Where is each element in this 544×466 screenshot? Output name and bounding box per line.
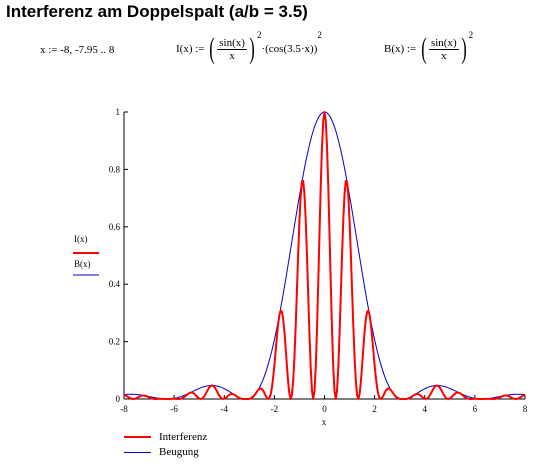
x-axis-label: x (322, 417, 327, 427)
diffraction-lhs: B(x) (384, 43, 405, 55)
legend-item-beugung: Beugung (124, 446, 199, 458)
x-tick-label: 4 (423, 404, 428, 414)
x-tick-label: 6 (473, 404, 478, 414)
range-definition: x := -8, -7.95 .. 8 (40, 44, 115, 56)
interference-cos: cos(3.5·x) (268, 43, 314, 55)
y-tick-label: 0.6 (109, 222, 121, 232)
series-line-beugung (123, 111, 526, 400)
tick-labels: 0 0.2 0.4 0.6 0.8 1 -8 -6 -4 -2 0 2 4 6 8 (109, 107, 528, 414)
interference-exponent: 2 (256, 30, 262, 40)
diffraction-formula: B(x) := (sin(x) x) 2 (384, 30, 473, 64)
y-tick-label: 0 (116, 394, 121, 404)
diffraction-numerator: sin(x) (428, 36, 459, 50)
series-line-interferenz (123, 111, 526, 400)
close-paren-icon: ) (249, 32, 255, 66)
diffraction-denominator: x (441, 49, 447, 62)
axes (123, 111, 526, 400)
x-tick-label: -8 (120, 404, 128, 414)
interference-exponent-2: 2 (317, 30, 322, 40)
y-tick-label: 0.2 (109, 337, 120, 347)
y-axis-label-top: I(x) (74, 234, 88, 244)
y-axis-label: I(x) B(x) (73, 234, 99, 276)
y-tick-label: 0.8 (109, 164, 121, 174)
x-tick-label: -4 (221, 404, 229, 414)
interference-assign: := (195, 43, 205, 55)
legend-swatch-interferenz (124, 436, 151, 439)
interference-fraction: sin(x) x (217, 37, 247, 62)
cos-open-paren: ( (265, 43, 269, 55)
open-paren-icon: ( (209, 32, 216, 66)
diffraction-exponent: 2 (468, 30, 474, 40)
legend-item-interferenz: Interferenz (124, 431, 207, 443)
diffraction-fraction: sin(x) x (428, 36, 459, 62)
y-tick-label: 0.4 (109, 279, 121, 289)
close-paren-icon-b: ) (460, 32, 467, 66)
y-axis-label-bottom: B(x) (74, 259, 91, 269)
interference-lhs: I(x) (176, 43, 193, 55)
diffraction-assign: := (406, 43, 417, 55)
x-tick-label: 0 (322, 404, 327, 414)
x-tick-label: 2 (372, 404, 377, 414)
interference-dot: · (261, 43, 266, 55)
x-tick-label: -6 (170, 404, 178, 414)
legend-swatch-beugung (124, 451, 151, 453)
interference-denominator: x (229, 49, 235, 62)
interference-formula: I(x) := (sin(x) x) 2·(cos(3.5·x))2 (176, 30, 322, 64)
cos-close-paren: ) (313, 43, 318, 55)
interference-numerator: sin(x) (217, 36, 247, 50)
open-paren-icon-b: ( (421, 32, 427, 66)
y-tick-label: 1 (116, 107, 121, 117)
series-layer (123, 111, 526, 400)
x-tick-label: 8 (523, 404, 528, 414)
legend-label-beugung: Beugung (159, 446, 199, 458)
page-title: Interferenz am Doppelspalt (a/b = 3.5) (6, 2, 308, 21)
legend-label-interferenz: Interferenz (159, 431, 208, 443)
x-tick-label: -2 (271, 404, 279, 414)
